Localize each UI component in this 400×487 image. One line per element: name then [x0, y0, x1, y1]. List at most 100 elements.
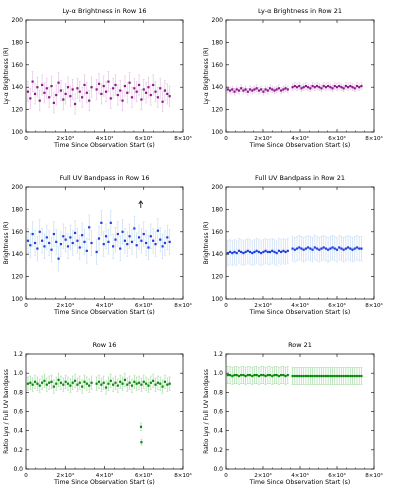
data-point	[90, 381, 93, 384]
data-point	[304, 84, 308, 88]
data-point	[159, 238, 162, 241]
data-point	[233, 90, 236, 93]
data-point	[95, 250, 98, 254]
x-axis-label: Time Since Observation Start (s)	[249, 142, 351, 149]
x-tick-label: 6×10⁴	[328, 302, 346, 309]
data-point	[163, 89, 167, 92]
data-point	[36, 382, 39, 385]
data-point	[271, 249, 274, 252]
series-1	[226, 82, 363, 96]
data-point	[355, 246, 359, 249]
data-point	[255, 87, 258, 90]
data-point	[81, 385, 84, 388]
data-point	[251, 251, 254, 255]
data-point	[344, 374, 347, 378]
data-point	[340, 247, 343, 250]
data-point	[333, 374, 336, 378]
plot-frame	[225, 186, 375, 300]
data-point	[116, 232, 119, 236]
y-tick-label: 200	[12, 184, 24, 191]
data-point	[228, 373, 232, 377]
data-point	[38, 384, 41, 387]
data-point	[102, 243, 105, 246]
x-tick-label: 8×10⁴	[174, 135, 192, 142]
data-point	[116, 93, 119, 97]
data-point	[349, 247, 352, 250]
y-tick-label: 0.4	[13, 428, 23, 435]
data-point	[248, 250, 252, 254]
data-point	[135, 382, 138, 385]
data-point	[338, 374, 341, 378]
data-point	[104, 235, 108, 238]
y-axis-label: Brightness (R)	[3, 222, 10, 265]
data-point	[329, 374, 332, 378]
y-tick-label: 160	[212, 229, 224, 236]
data-point	[142, 88, 145, 91]
data-point	[266, 250, 269, 254]
y-axis-label: Ly-α Brightness (R)	[203, 48, 210, 105]
data-point	[73, 102, 77, 106]
data-point	[335, 248, 339, 251]
data-point	[55, 240, 58, 243]
data-point	[235, 373, 238, 377]
data-point	[161, 385, 164, 388]
data-point	[271, 88, 274, 91]
data-point	[253, 373, 256, 377]
data-point	[231, 251, 234, 255]
data-point	[342, 87, 345, 90]
data-point	[133, 227, 136, 230]
x-tick-label: 4×10⁴	[291, 302, 309, 309]
x-tick-label: 4×10⁴	[96, 302, 114, 309]
data-point	[351, 248, 354, 251]
data-point	[302, 248, 305, 251]
data-point	[69, 384, 72, 387]
y-tick-label: 1.2	[213, 351, 223, 358]
data-point	[295, 374, 299, 378]
data-point	[277, 249, 281, 252]
data-point	[322, 246, 325, 249]
data-point	[78, 381, 81, 384]
data-point	[128, 381, 131, 384]
data-point	[100, 92, 103, 96]
data-point	[140, 98, 143, 101]
data-point	[71, 381, 74, 384]
y-tick-label: 1.0	[13, 370, 23, 377]
data-point	[311, 374, 314, 378]
data-point	[135, 90, 138, 93]
y-axis-label: Ratio Lyα / Full UV bandpass	[3, 369, 10, 454]
data-point	[119, 89, 122, 92]
data-point	[293, 84, 296, 88]
data-point	[340, 86, 343, 89]
data-point	[284, 250, 287, 254]
data-point	[251, 89, 254, 92]
data-point	[295, 247, 299, 250]
series-1	[226, 366, 363, 385]
data-point	[333, 247, 336, 250]
x-tick-label: 4×10⁴	[96, 135, 114, 142]
data-point	[135, 244, 138, 247]
y-tick-label: 0.8	[213, 389, 223, 396]
y-tick-label: 200	[12, 17, 24, 24]
data-point	[313, 246, 316, 249]
data-point	[244, 88, 247, 91]
data-point	[130, 240, 134, 243]
data-point	[78, 90, 81, 93]
data-point	[109, 379, 112, 382]
data-point	[237, 249, 241, 252]
chart-panel-6: Row 21 0 2×10⁴ 4×10⁴ 6×10⁴ 8×10⁴ 0.0 0.2 0.4 0.6 0…	[203, 341, 384, 486]
data-point	[45, 383, 48, 386]
data-point	[318, 248, 321, 251]
data-point	[264, 374, 267, 378]
data-point	[145, 241, 148, 245]
chart-title: Row 16	[93, 341, 117, 349]
y-tick-label: 100	[212, 129, 224, 136]
data-point	[159, 87, 162, 90]
data-point	[275, 373, 278, 377]
y-tick-label: 0.2	[13, 447, 23, 454]
data-point	[123, 378, 127, 381]
series-1	[26, 372, 171, 395]
data-point	[83, 83, 86, 87]
data-point	[257, 250, 261, 254]
data-point	[137, 381, 141, 384]
data-point	[55, 93, 58, 97]
